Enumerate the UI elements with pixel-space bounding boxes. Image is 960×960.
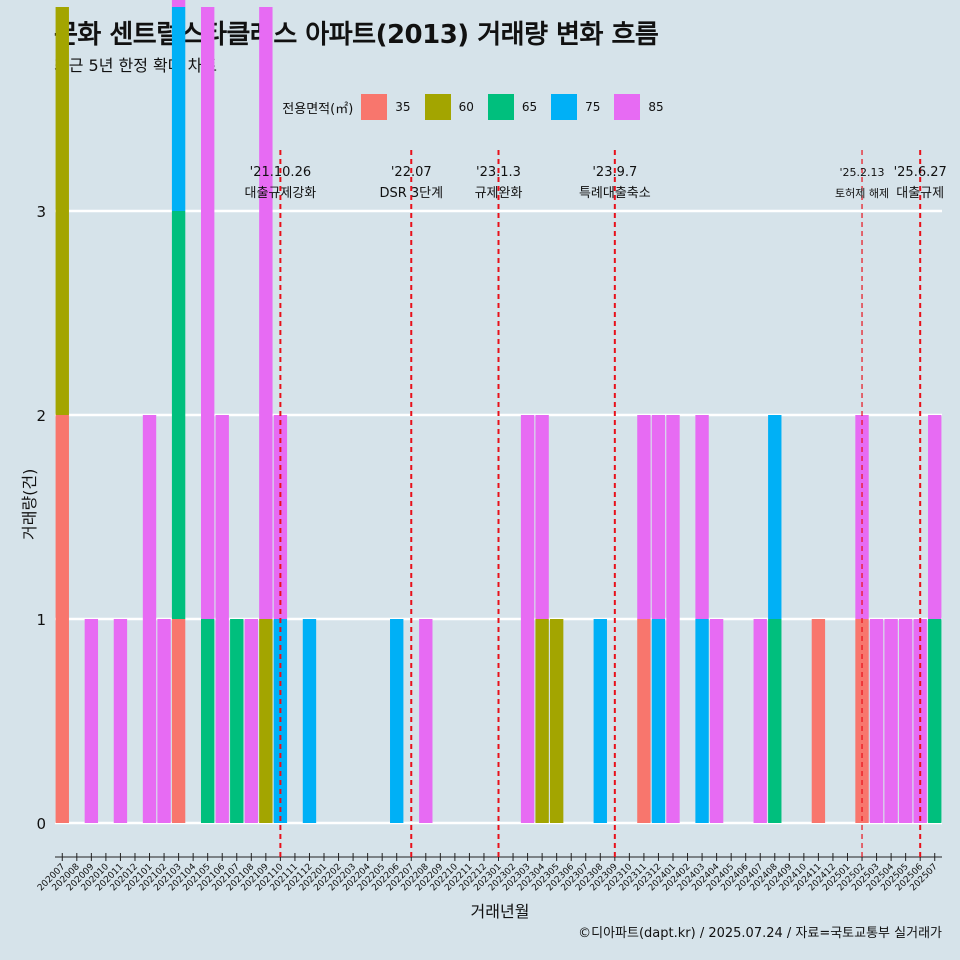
bar-202108-85 (244, 619, 258, 823)
legend: 전용면적(㎡) 35 60 65 75 85 (0, 92, 960, 122)
bar-202312-75 (651, 619, 666, 823)
event-date-202301: '23.1.3 (476, 165, 521, 180)
legend-label-85: 85 (648, 100, 664, 114)
bar-202105-65 (200, 619, 215, 823)
bar-202308-75 (593, 619, 607, 823)
bar-202407-85 (753, 619, 767, 823)
bar-202403-75 (695, 619, 709, 823)
bar-202303-85 (520, 415, 535, 823)
bar-202103-35 (171, 619, 186, 823)
event-label-202502: 토허제 해제 (835, 186, 889, 200)
legend-swatch-35 (361, 94, 388, 120)
x-axis-label: 거래년월 (470, 902, 530, 921)
legend-label-60: 60 (458, 100, 474, 114)
legend-item-35: 35 (361, 94, 420, 120)
event-label-202506: 대출규제 (896, 186, 944, 201)
legend-item-85: 85 (614, 94, 673, 120)
bar-202009-85 (84, 619, 99, 823)
y-tick-label: 1 (36, 611, 46, 629)
y-tick-label: 2 (36, 407, 46, 425)
bar-202505-85 (898, 619, 913, 823)
bar-202504-85 (884, 619, 898, 823)
bar-202103-85 (171, 0, 186, 7)
bar-202403-85 (695, 415, 709, 619)
event-label-202309: 특례대출축소 (579, 186, 651, 201)
event-date-202309: '23.9.7 (592, 165, 637, 180)
bar-202411-35 (811, 619, 826, 823)
event-date-202207: '22.07 (391, 165, 432, 180)
bar-202208-85 (419, 619, 433, 823)
bar-202103-75 (171, 7, 186, 211)
bar-202011-85 (113, 619, 128, 823)
bar-202408-65 (768, 619, 782, 823)
bar-202502-85 (855, 415, 869, 619)
bar-202102-85 (157, 619, 171, 823)
event-date-202502: '25.2.13 (840, 166, 885, 179)
legend-swatch-60 (424, 94, 451, 120)
bar-202404-85 (709, 619, 724, 823)
y-axis-label: 거래량(건) (20, 468, 39, 540)
legend-item-60: 60 (424, 94, 484, 120)
bar-202106-85 (215, 415, 229, 823)
bar-202112-75 (302, 619, 317, 823)
bar-202103-65 (171, 211, 186, 619)
legend-title: 전용면적(㎡) (282, 101, 354, 117)
event-label-202207: DSR 3단계 (379, 186, 443, 201)
chart-title: 문화 센트럴스타클래스 아파트(2013) 거래량 변화 흐름 (54, 20, 659, 50)
event-label-202301: 규제완화 (475, 186, 523, 201)
bar-202408-75 (768, 415, 782, 619)
legend-item-75: 75 (551, 94, 610, 120)
legend-swatch-85 (614, 94, 641, 120)
bar-202105-85 (200, 7, 215, 619)
bar-202109-85 (259, 7, 273, 619)
legend-label-35: 35 (395, 100, 411, 114)
bar-202503-85 (869, 619, 884, 823)
bar-202107-65 (230, 619, 244, 823)
event-date-202506: '25.6.27 (894, 165, 947, 180)
legend-swatch-65 (487, 94, 514, 120)
bar-202312-85 (651, 415, 666, 619)
bar-202110-85 (273, 415, 288, 619)
bar-202311-85 (637, 415, 651, 619)
bar-202311-35 (637, 619, 651, 823)
event-date-202110: '21.10.26 (250, 165, 311, 180)
source-caption: ©디아파트(dapt.kr) / 2025.07.24 / 자료=국토교통부 실… (578, 926, 942, 941)
y-tick-label: 3 (36, 203, 46, 221)
bar-202007-35 (55, 415, 69, 823)
bar-202507-65 (928, 619, 942, 823)
legend-item-65: 65 (487, 94, 547, 120)
event-label-202110: 대출규제강화 (245, 186, 317, 201)
legend-label-75: 75 (585, 100, 601, 114)
bar-202206-75 (390, 619, 404, 823)
bar-202507-85 (928, 415, 942, 619)
bar-202304-60 (535, 619, 549, 823)
bar-202305-60 (549, 619, 564, 823)
bar-202101-85 (142, 415, 157, 823)
legend-label-65: 65 (521, 100, 538, 114)
bar-202109-60 (259, 619, 273, 823)
bar-202304-85 (535, 415, 549, 619)
legend-swatch-75 (551, 94, 578, 120)
bar-202401-85 (666, 415, 680, 823)
bar-202007-60 (55, 7, 69, 415)
y-tick-label: 0 (36, 815, 46, 833)
